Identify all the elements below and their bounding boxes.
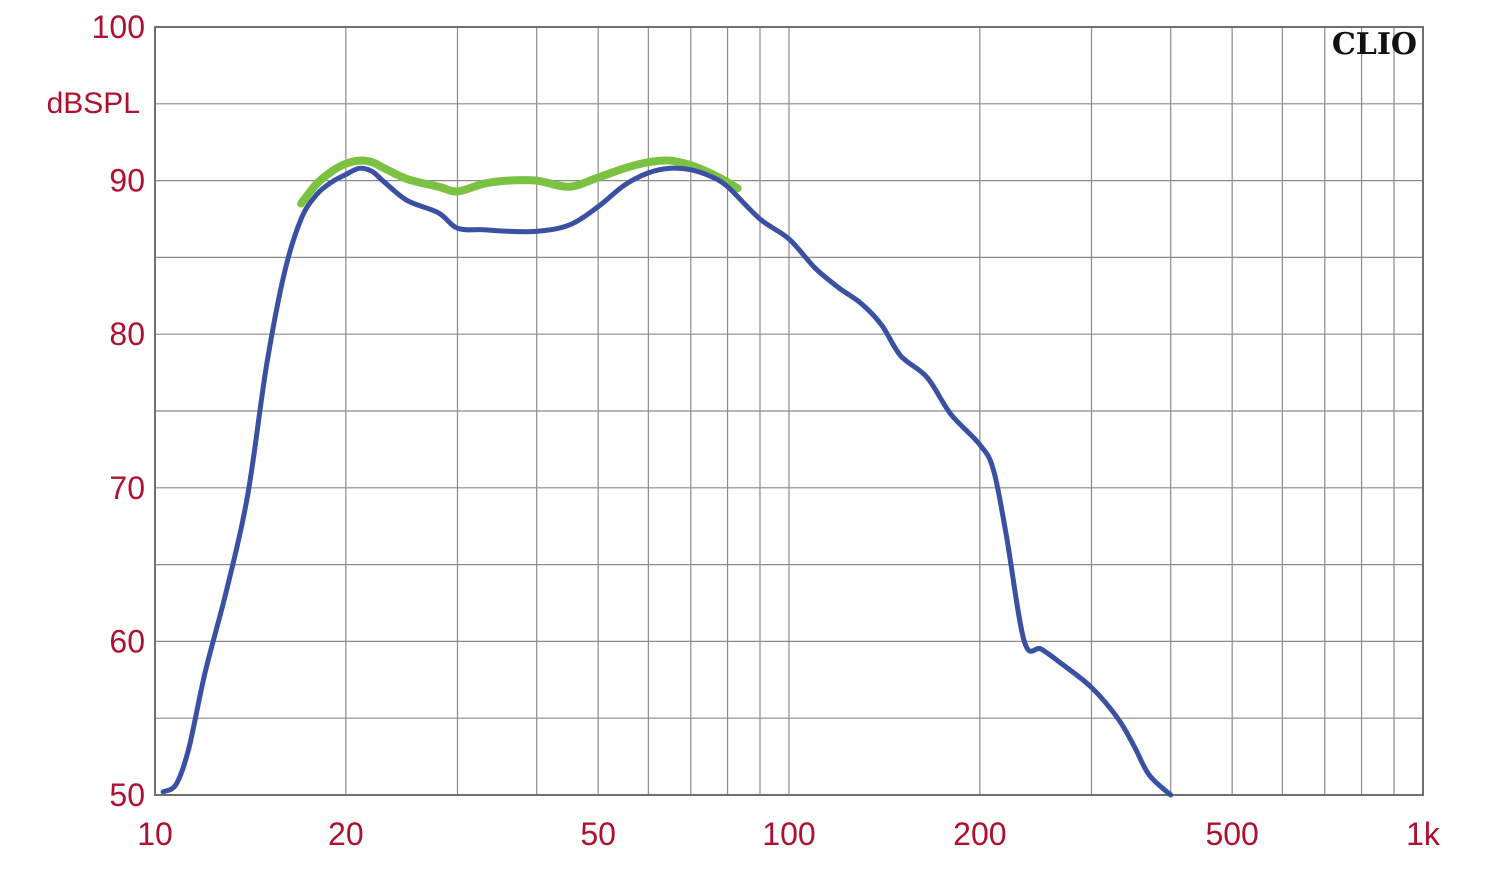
y-tick-label: 90 bbox=[109, 163, 145, 199]
y-tick-label: 70 bbox=[109, 470, 145, 506]
x-tick-label: 1k bbox=[1406, 816, 1441, 852]
y-tick-label: 100 bbox=[92, 9, 145, 45]
clio-brand-label: CLIO bbox=[1332, 27, 1417, 62]
x-axis-tick-labels: 10 20 50 100 200 500 1k bbox=[137, 816, 1441, 852]
x-tick-label: 500 bbox=[1205, 816, 1258, 852]
x-tick-label: 200 bbox=[953, 816, 1006, 852]
plot-series bbox=[160, 156, 1174, 798]
plot-grid bbox=[155, 27, 1423, 795]
x-tick-label: 10 bbox=[137, 816, 173, 852]
series-line-green bbox=[297, 156, 742, 208]
series-line-blue bbox=[160, 165, 1174, 798]
x-tick-label: 20 bbox=[328, 816, 364, 852]
x-tick-label: 100 bbox=[762, 816, 815, 852]
y-tick-label: 50 bbox=[109, 777, 145, 813]
y-axis-label: dBSPL bbox=[47, 87, 140, 120]
x-tick-label: 50 bbox=[580, 816, 616, 852]
plot-frame bbox=[154, 26, 1424, 796]
y-tick-label: 60 bbox=[109, 623, 145, 659]
y-tick-label: 80 bbox=[109, 316, 145, 352]
y-axis-tick-labels: 50 60 70 80 90 100 bbox=[92, 9, 145, 813]
